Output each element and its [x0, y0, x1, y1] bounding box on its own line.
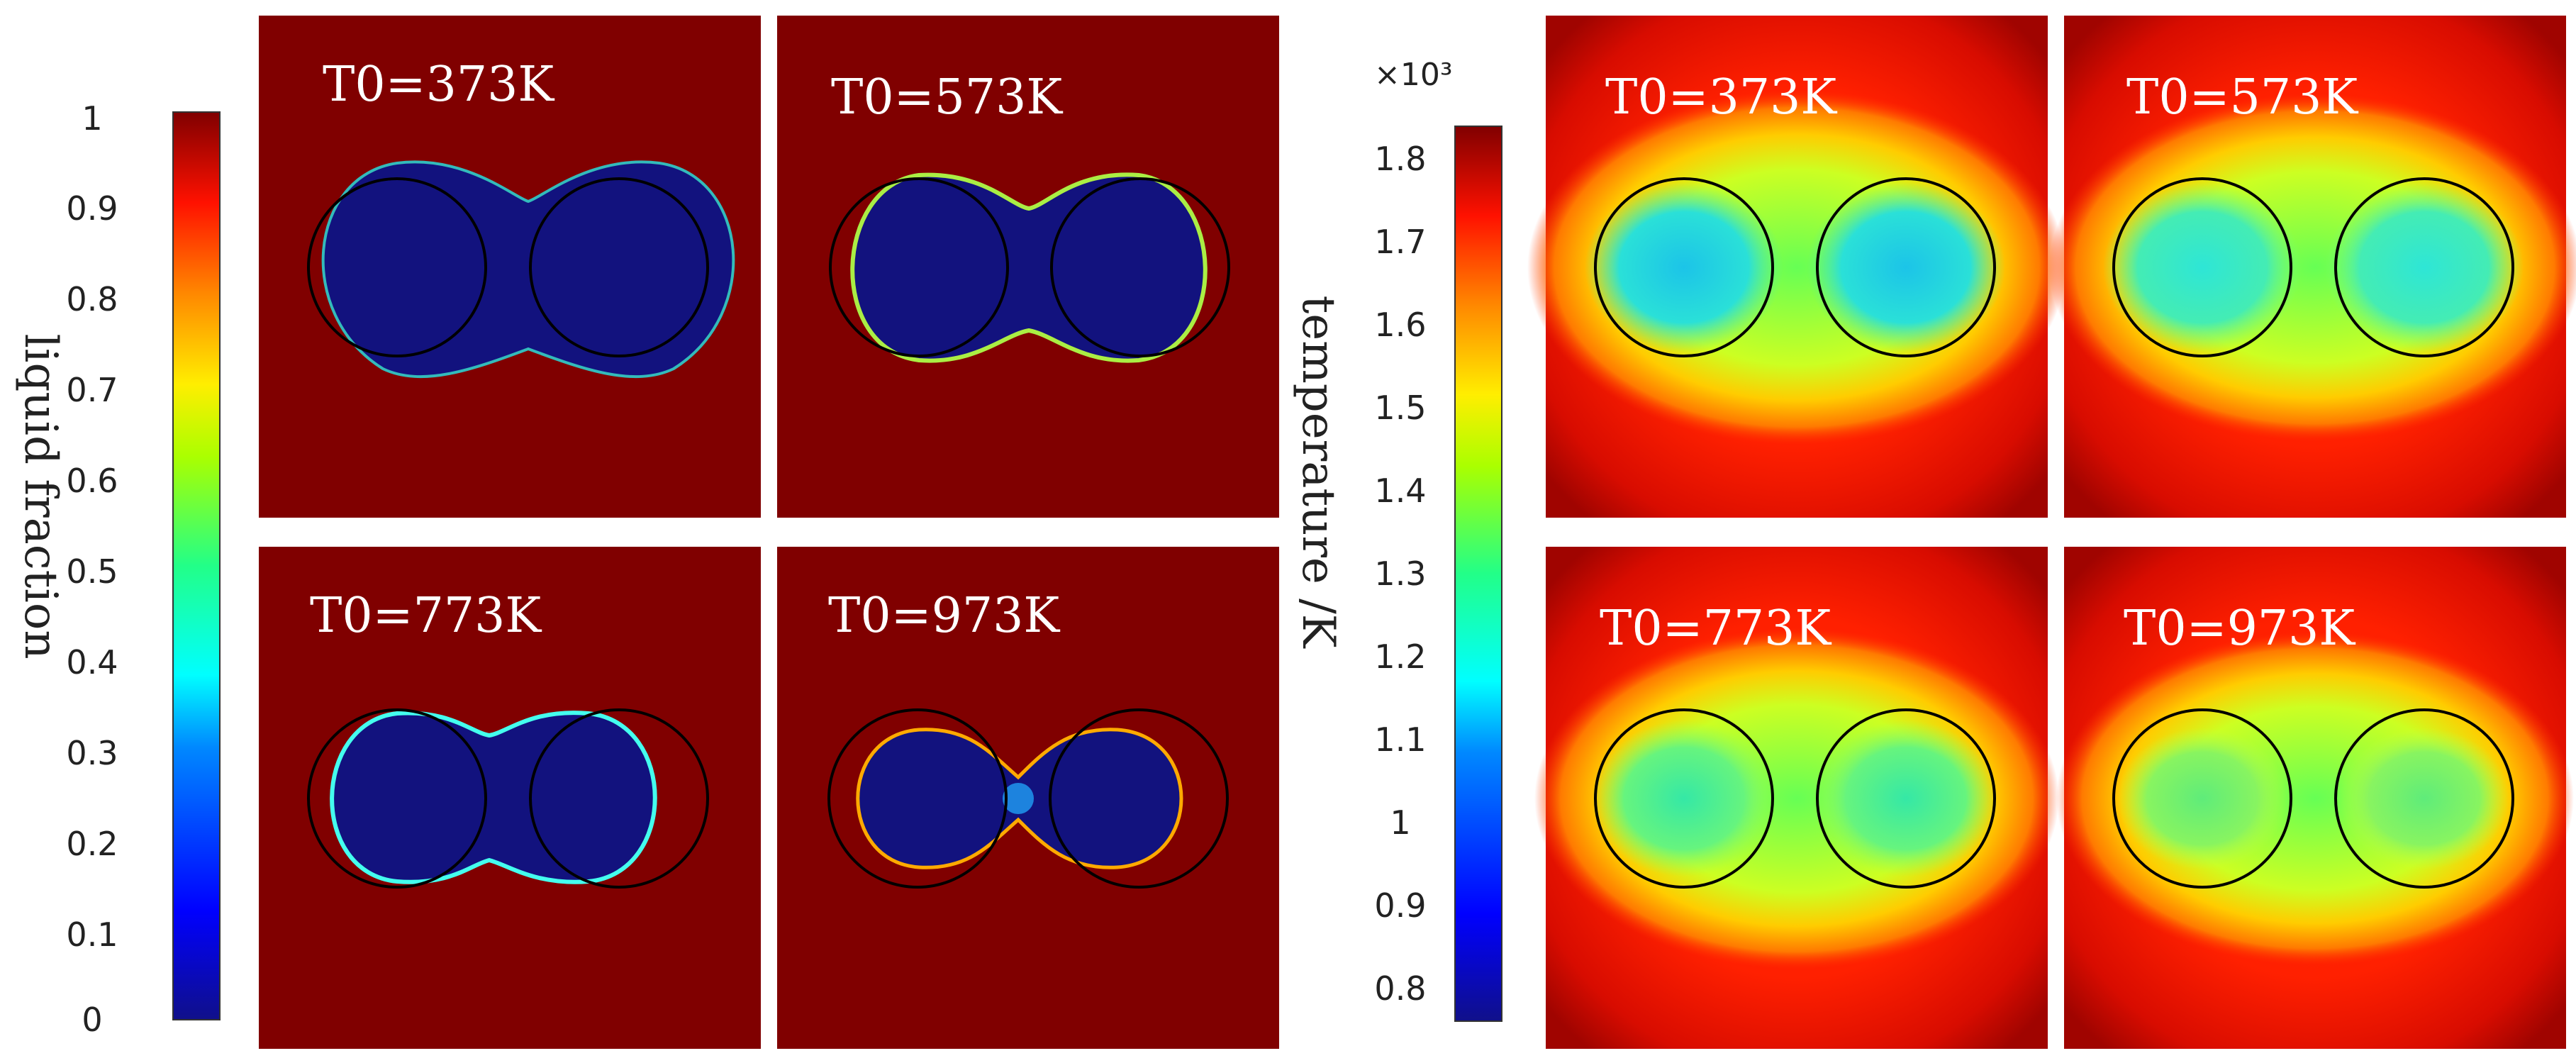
- lf-tick-0.2: 0.2: [66, 825, 118, 863]
- lf-panel-773-particle-right: [529, 708, 709, 889]
- temp-panel-973-core-right: [2339, 728, 2509, 869]
- lf-panel-773-particle-left: [307, 708, 487, 889]
- liquid-fraction-title: liquid fraction: [14, 333, 67, 659]
- temp-panel-973-particle-right: [2334, 708, 2514, 889]
- lf-tick-0: 0: [82, 1001, 102, 1039]
- lf-panel-373-particle-left: [307, 177, 487, 357]
- temperature-colorbar: ×10³ 1.8 1.7 1.6 1.5 1.4 1.3 1.2 1.1 1 0…: [1292, 57, 1502, 1022]
- temp-panel-373: T0=373K: [1527, 16, 2066, 518]
- temp-panel-973-halo: [2056, 632, 2574, 965]
- lf-panel-973-particle-left: [827, 708, 1008, 889]
- temp-panel-573-label: T0=573K: [2126, 69, 2358, 126]
- t-tick-1: 1: [1390, 803, 1410, 842]
- t-tick-0.9: 0.9: [1374, 886, 1426, 925]
- temp-panel-373-core-left: [1585, 182, 1783, 352]
- lf-panel-573-particle-left: [829, 177, 1009, 357]
- temp-panel-573-core-right: [2325, 182, 2524, 352]
- temp-panel-773-label: T0=773K: [1600, 601, 1831, 657]
- temp-panel-573: T0=573K: [2049, 16, 2576, 518]
- temp-panel-573-particle-left: [2112, 177, 2292, 357]
- temperature-colorbar-gradient: [1454, 126, 1502, 1022]
- lf-panel-373-particle-right: [529, 177, 709, 357]
- temp-panel-573-core-left: [2103, 182, 2302, 352]
- temp-panel-973: T0=973K: [2056, 547, 2574, 1049]
- t-tick-1.4: 1.4: [1374, 472, 1426, 510]
- temperature-multiplier: ×10³: [1374, 57, 1453, 93]
- lf-tick-0.7: 0.7: [66, 371, 118, 409]
- lf-panel-773: T0=773K: [259, 547, 761, 1049]
- lf-tick-0.4: 0.4: [66, 643, 118, 681]
- temperature-title: temperature /K: [1292, 296, 1344, 649]
- lf-tick-0.8: 0.8: [66, 280, 118, 318]
- temp-panel-773-core-left: [1592, 720, 1776, 876]
- lf-panel-973-label: T0=973K: [828, 588, 1060, 644]
- temp-panel-973-particle-left: [2112, 708, 2292, 889]
- lf-tick-0.1: 0.1: [66, 915, 118, 954]
- temp-panel-373-halo: [1527, 90, 2066, 445]
- temp-panel-773-particle-right: [1816, 708, 1996, 889]
- liquid-fraction-ticks: 1 0.9 0.8 0.7 0.6 0.5 0.4 0.3 0.2 0.1 0: [66, 99, 118, 1039]
- temperature-ticks: 1.8 1.7 1.6 1.5 1.4 1.3 1.2 1.1 1 0.9 0.…: [1374, 140, 1426, 1008]
- t-tick-1.6: 1.6: [1374, 306, 1426, 344]
- lf-tick-0.6: 0.6: [66, 462, 118, 500]
- lf-panel-973-neck-glow: [1003, 783, 1034, 814]
- lf-panel-373-solid-region: [321, 160, 735, 378]
- temp-panel-573-particle-right: [2334, 177, 2514, 357]
- temp-panel-373-particle-left: [1594, 177, 1774, 357]
- lf-panel-973: T0=973K: [777, 547, 1279, 1049]
- lf-panel-573-solid-region: [850, 172, 1208, 363]
- lf-panel-573-label: T0=573K: [831, 69, 1063, 126]
- t-tick-0.8: 0.8: [1374, 969, 1426, 1008]
- temp-panel-973-core-left: [2117, 728, 2287, 869]
- t-tick-1.7: 1.7: [1374, 223, 1426, 261]
- t-tick-1.8: 1.8: [1374, 140, 1426, 178]
- liquid-fraction-colorbar: 1 0.9 0.8 0.7 0.6 0.5 0.4 0.3 0.2 0.1 0 …: [14, 99, 221, 1039]
- lf-tick-0.5: 0.5: [66, 552, 118, 591]
- lf-panel-973-particle-right: [1049, 708, 1229, 889]
- t-tick-1.5: 1.5: [1374, 389, 1426, 427]
- lf-panel-573: T0=573K: [777, 16, 1279, 518]
- lf-tick-0.3: 0.3: [66, 734, 118, 772]
- temp-panel-373-particle-right: [1816, 177, 1996, 357]
- t-tick-1.1: 1.1: [1374, 720, 1426, 759]
- temp-panel-373-core-right: [1807, 182, 2005, 352]
- liquid-fraction-colorbar-gradient: [172, 111, 221, 1020]
- temp-panel-773-particle-left: [1594, 708, 1774, 889]
- lf-panel-773-solid-region: [330, 711, 657, 884]
- lf-tick-1: 1: [82, 99, 102, 138]
- t-tick-1.2: 1.2: [1374, 638, 1426, 676]
- temp-panel-373-label: T0=373K: [1605, 69, 1837, 126]
- lf-panel-773-label: T0=773K: [310, 588, 542, 644]
- lf-panel-573-particle-right: [1050, 177, 1230, 357]
- temp-panel-773-core-right: [1814, 720, 1998, 876]
- lf-tick-0.9: 0.9: [66, 189, 118, 228]
- t-tick-1.3: 1.3: [1374, 555, 1426, 593]
- lf-panel-373: T0=373K: [259, 16, 761, 518]
- temp-panel-973-label: T0=973K: [2124, 601, 2355, 657]
- temp-panel-773: T0=773K: [1534, 547, 2059, 1049]
- lf-panel-373-label: T0=373K: [323, 57, 554, 113]
